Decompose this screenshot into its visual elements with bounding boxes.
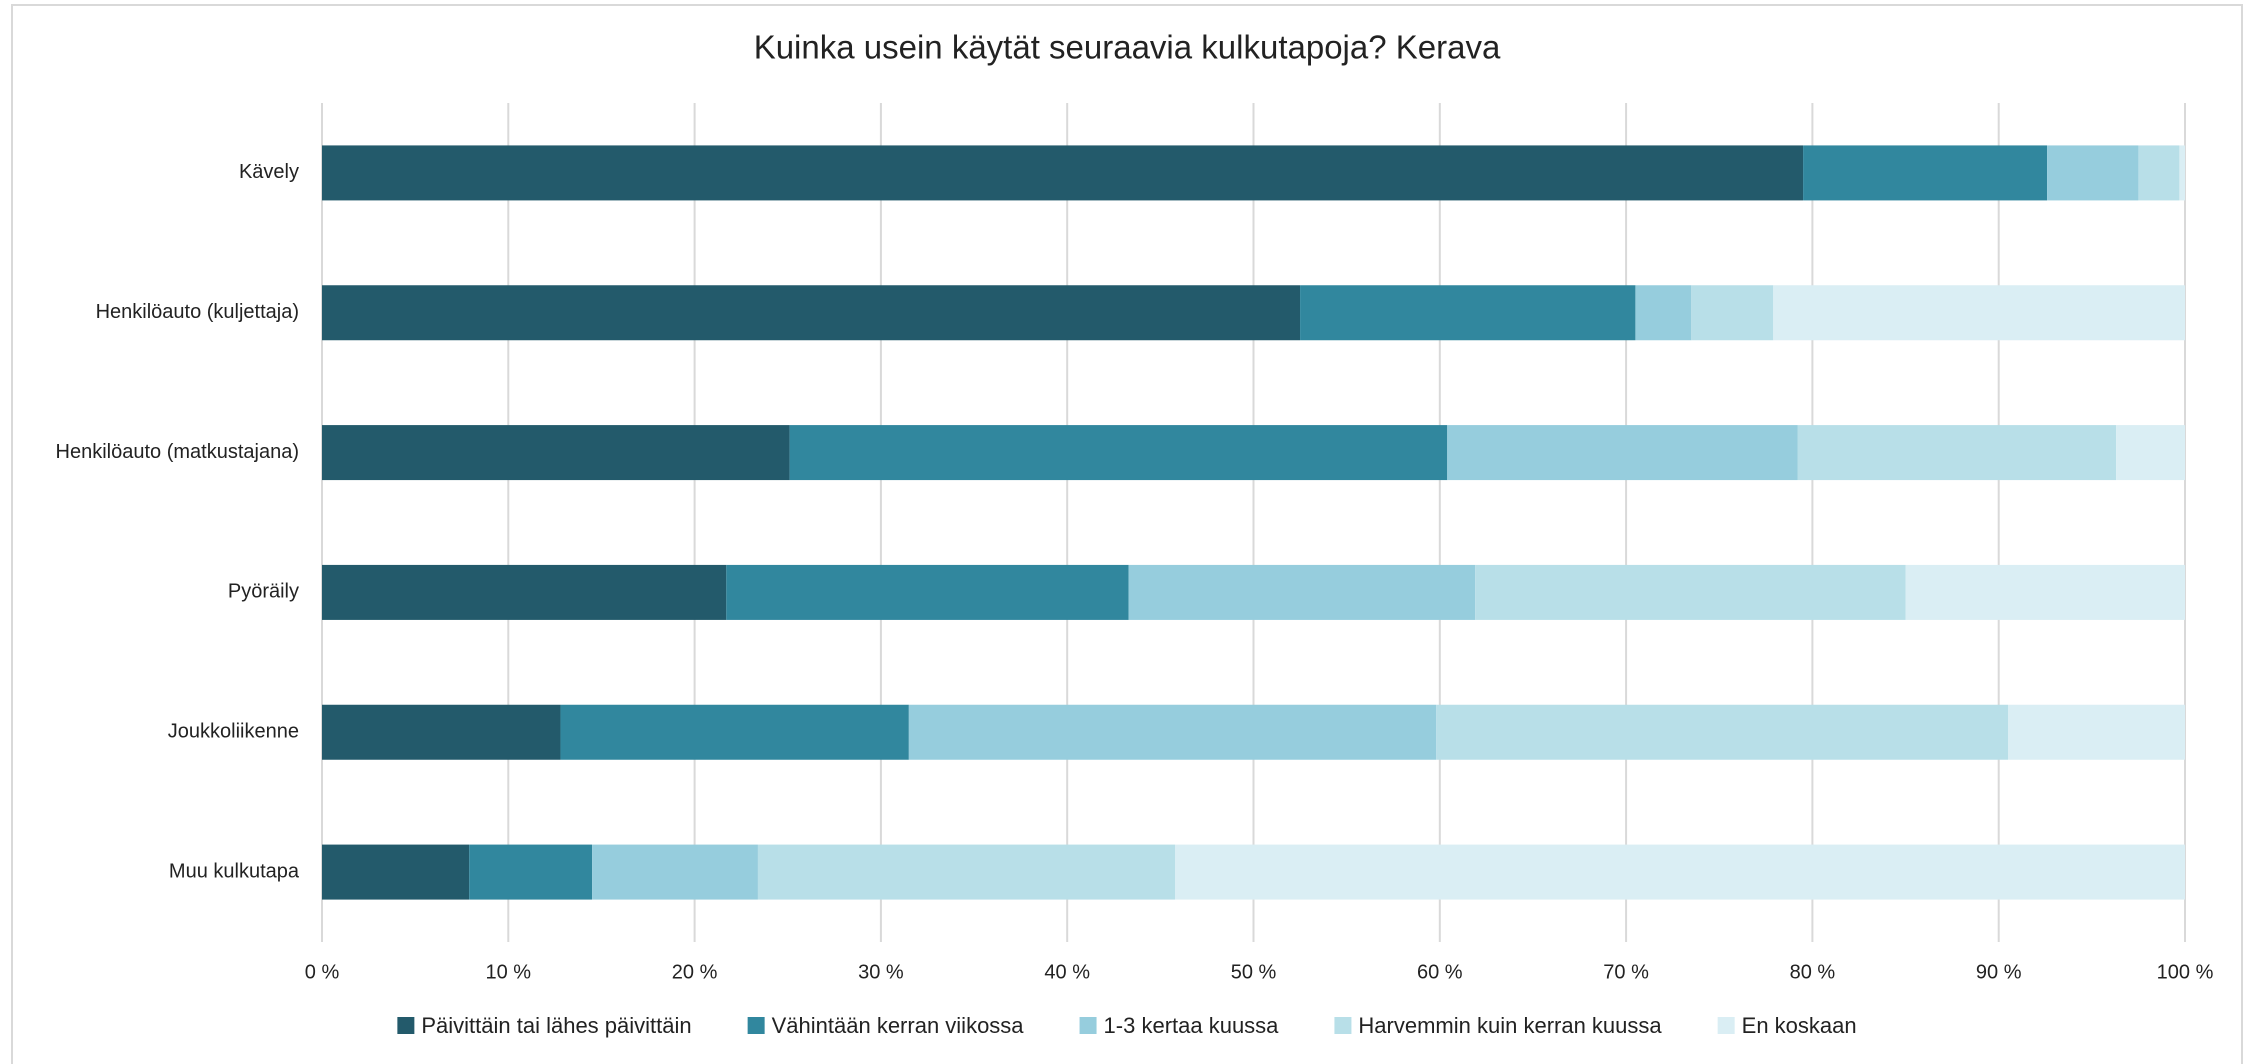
bar-segment: [2179, 145, 2185, 201]
x-tick-label: 100 %: [2157, 961, 2214, 983]
bar-segment: [1436, 704, 2009, 760]
bar-segment: [1635, 285, 1692, 341]
bar-segment: [1797, 425, 2117, 481]
chart-title: Kuinka usein käytät seuraavia kulkutapoj…: [754, 29, 1501, 66]
y-tick-label: Muu kulkutapa: [169, 860, 300, 882]
legend-label: Päivittäin tai lähes päivittäin: [421, 1013, 691, 1038]
bar-segment: [322, 564, 727, 620]
bar-segment: [908, 704, 1437, 760]
bar-segment: [1773, 285, 2185, 341]
x-tick-label: 0 %: [305, 961, 340, 983]
legend-swatch: [1717, 1017, 1735, 1034]
x-tick-label: 80 %: [1790, 961, 1836, 983]
bar-segment: [2008, 704, 2185, 760]
bar-segment: [560, 704, 909, 760]
bar-segment: [469, 844, 593, 900]
bar-segment: [1803, 145, 2048, 201]
bar-segment: [1447, 425, 1798, 481]
y-tick-label: Henkilöauto (matkustajana): [56, 441, 299, 463]
legend-swatch: [1334, 1017, 1352, 1034]
bar-segment: [592, 844, 758, 900]
x-tick-label: 10 %: [486, 961, 532, 983]
y-tick-label: Joukkoliikenne: [168, 721, 299, 743]
bar-segment: [2138, 145, 2180, 201]
bar-segment: [1475, 564, 1906, 620]
legend-swatch: [397, 1017, 415, 1034]
bar-segment: [322, 704, 561, 760]
bar-segment: [1128, 564, 1476, 620]
bar-segment: [1175, 844, 2185, 900]
bar-segment: [789, 425, 1448, 481]
x-tick-label: 30 %: [858, 961, 904, 983]
x-tick-label: 50 %: [1231, 961, 1277, 983]
chart-border: [11, 4, 2243, 1064]
bar-segment: [757, 844, 1176, 900]
bar-segment: [1905, 564, 2185, 620]
x-tick-label: 60 %: [1417, 961, 1463, 983]
x-tick-label: 70 %: [1603, 961, 1649, 983]
legend-swatch: [747, 1017, 765, 1034]
legend-label: En koskaan: [1742, 1013, 1857, 1038]
x-tick-label: 90 %: [1976, 961, 2022, 983]
bar-segment: [322, 425, 790, 481]
y-tick-label: Henkilöauto (kuljettaja): [96, 301, 299, 323]
x-tick-label: 40 %: [1044, 961, 1090, 983]
x-tick-label: 20 %: [672, 961, 718, 983]
bar-segment: [2047, 145, 2139, 201]
legend-swatch: [1079, 1017, 1097, 1034]
legend-label: Harvemmin kuin kerran kuussa: [1358, 1013, 1662, 1038]
bar-segment: [1691, 285, 1774, 341]
bar-segment: [1300, 285, 1636, 341]
bar-segment: [726, 564, 1129, 620]
y-tick-label: Pyöräily: [228, 581, 299, 603]
bar-segment: [322, 145, 1804, 201]
y-tick-label: Kävely: [239, 161, 299, 183]
bar-segment: [322, 285, 1301, 341]
bar-segment: [2116, 425, 2185, 481]
legend-label: Vähintään kerran viikossa: [772, 1013, 1025, 1038]
legend-label: 1-3 kertaa kuussa: [1104, 1013, 1280, 1038]
bar-segment: [322, 844, 470, 900]
